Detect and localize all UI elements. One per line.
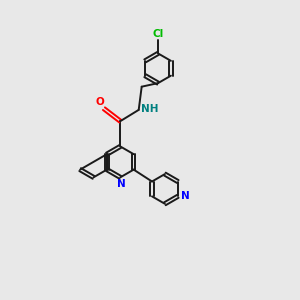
Text: NH: NH: [141, 104, 159, 114]
Text: N: N: [117, 179, 126, 189]
Text: N: N: [181, 191, 190, 201]
Text: Cl: Cl: [152, 28, 164, 38]
Text: O: O: [96, 97, 105, 107]
